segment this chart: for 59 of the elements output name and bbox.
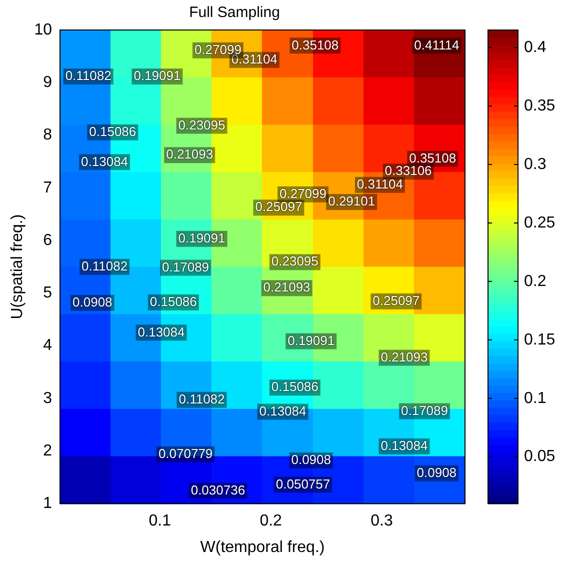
y-tick-label: 3 [43, 390, 52, 407]
annotation: 0.13084 [380, 438, 428, 453]
chart-title: Full Sampling [189, 4, 280, 22]
annotation: 0.0908 [416, 464, 457, 480]
annotation: 0.15086 [271, 379, 318, 394]
y-tick-label: 5 [43, 284, 52, 302]
annotation: 0.0908 [291, 452, 331, 468]
annotation: 0.050757 [276, 476, 330, 492]
x-tick-label: 0.3 [370, 512, 393, 530]
y-tick-label: 4 [43, 337, 52, 354]
y-tick-label: 6 [43, 232, 52, 249]
annotation: 0.29101 [328, 194, 376, 209]
annotation: 0.11082 [178, 392, 225, 407]
annotation: 0.19091 [288, 332, 335, 348]
annotation: 0.41114 [414, 37, 460, 52]
annotation: 0.070779 [158, 446, 213, 461]
color-bar-label: 0.1 [524, 390, 546, 407]
annotation: 0.17089 [401, 402, 448, 418]
y-axis-title: U(spatial freq.) [9, 214, 26, 320]
y-tick-label: 8 [43, 126, 52, 144]
annotation: 0.23095 [271, 254, 318, 269]
annotation: 0.35108 [409, 150, 456, 166]
y-tick-label: 10 [34, 21, 52, 38]
color-bar-label: 0.05 [524, 448, 556, 466]
color-bar-label: 0.3 [524, 156, 546, 173]
y-tick-label: 2 [43, 442, 52, 460]
annotation: 0.15086 [89, 124, 136, 139]
annotation: 0.23095 [178, 117, 226, 132]
annotation: 0.11082 [65, 68, 112, 84]
annotation: 0.11082 [82, 258, 128, 274]
annotation: 0.21093 [263, 280, 310, 295]
annotation: 0.25097 [255, 199, 302, 214]
annotation: 0.0908 [72, 294, 112, 310]
color-bar-label: 0.25 [524, 214, 556, 232]
color-bar-label: 0.4 [524, 38, 546, 56]
annotation: 0.35108 [292, 37, 339, 52]
color-bar-label: 0.35 [524, 97, 556, 114]
y-tick-label: 9 [43, 74, 52, 92]
annotation: 0.27099 [280, 186, 326, 201]
color-bar-label: 0.15 [524, 331, 556, 348]
annotation: 0.13084 [81, 154, 128, 169]
x-axis-title: W(temporal freq.) [200, 538, 325, 556]
annotation: 0.13084 [259, 403, 306, 418]
y-tick-label: 1 [43, 495, 52, 512]
annotation: 0.25097 [372, 293, 420, 308]
annotation: 0.21093 [166, 146, 214, 162]
annotation: 0.21093 [380, 349, 428, 364]
x-tick-label: 0.1 [148, 512, 172, 530]
y-tick-label: 7 [43, 179, 52, 196]
annotation: 0.13084 [138, 324, 185, 340]
annotation: 0.33106 [384, 163, 432, 178]
annotation: 0.030736 [190, 482, 246, 498]
annotation: 0.15086 [150, 294, 197, 309]
annotation: 0.19091 [178, 230, 226, 246]
annotation: 0.19091 [134, 68, 181, 84]
annotation: 0.31104 [356, 176, 403, 192]
color-bar-label: 0.2 [524, 272, 546, 290]
x-tick-label: 0.2 [260, 512, 282, 530]
annotation: 0.17089 [162, 259, 210, 274]
